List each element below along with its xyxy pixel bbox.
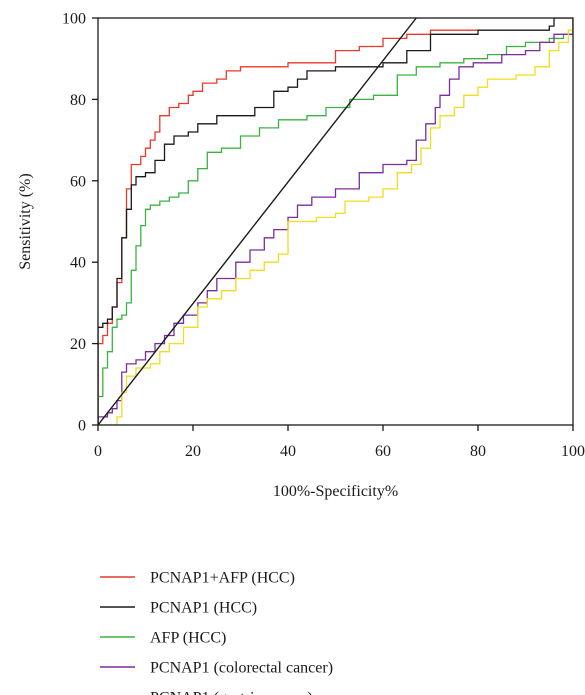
legend-item: PCNAP1 (gastric cancer): [150, 690, 313, 695]
legend-label: AFP (HCC): [150, 630, 226, 647]
plot-frame: [97, 17, 574, 426]
x-tick-label: 100: [561, 443, 585, 460]
x-tick-label: 0: [94, 443, 102, 460]
x-tick-label: 20: [185, 443, 201, 460]
axes: 0 20 40 60 80 100 0 20 40 60 80 100: [62, 11, 585, 461]
y-tick-label: 100: [62, 11, 86, 28]
legend-label: PCNAP1 (colorectal cancer): [150, 660, 333, 677]
series-line-4: [98, 18, 573, 425]
series-line-1: [98, 18, 573, 425]
series-lines: [98, 18, 573, 425]
x-tick-label: 60: [375, 443, 391, 460]
x-axis-title: 100%-Specificity%: [273, 483, 398, 500]
legend-label: PCNAP1+AFP (HCC): [150, 570, 295, 587]
legend-item: PCNAP1 (HCC): [100, 600, 257, 617]
y-tick-label: 40: [70, 255, 86, 272]
legend-label: PCNAP1 (gastric cancer): [150, 690, 313, 695]
y-tick-label: 60: [70, 173, 86, 190]
legend-item: PCNAP1 (colorectal cancer): [100, 660, 333, 677]
y-tick-label: 80: [70, 92, 86, 109]
legend: PCNAP1+AFP (HCC) PCNAP1 (HCC) AFP (HCC) PCN…: [100, 570, 333, 695]
legend-label: PCNAP1 (HCC): [150, 600, 257, 617]
reference-diagonal-line: [98, 18, 417, 425]
series-line-3: [98, 18, 573, 425]
y-tick-label: 0: [78, 418, 86, 435]
y-tick-label: 20: [70, 336, 86, 353]
x-tick-label: 40: [280, 443, 296, 460]
series-line-2: [98, 18, 573, 425]
x-tick-label: 80: [470, 443, 486, 460]
legend-item: AFP (HCC): [100, 630, 226, 647]
y-axis-title: Sensitivity (%): [17, 173, 34, 269]
legend-item: PCNAP1+AFP (HCC): [100, 570, 295, 587]
